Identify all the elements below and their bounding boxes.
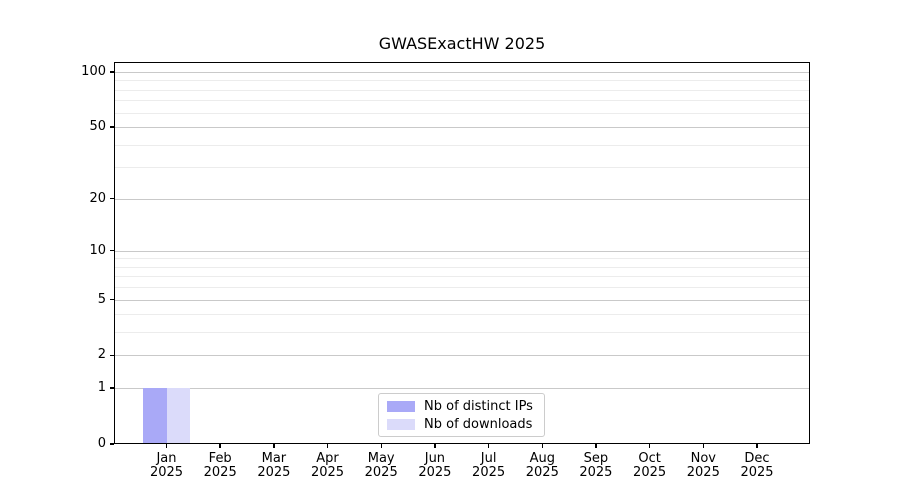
y-axis-tick <box>110 126 114 128</box>
y-gridline-major <box>114 355 810 357</box>
y-axis-tick <box>110 249 114 252</box>
x-axis-tick <box>541 444 543 448</box>
y-gridline-minor <box>114 167 810 169</box>
y-tick-label: 10 <box>89 242 106 258</box>
y-gridline-minor <box>114 314 810 316</box>
x-axis-tick <box>487 444 490 448</box>
x-tick-label: Jun 2025 <box>418 451 452 480</box>
x-axis-tick <box>648 444 651 448</box>
y-gridline-minor <box>114 144 810 146</box>
y-axis-tick <box>110 298 114 301</box>
x-axis-tick <box>326 444 329 448</box>
x-tick-label: Sep 2025 <box>579 451 613 480</box>
y-gridline-minor <box>114 258 810 260</box>
y-gridline-major <box>114 126 810 128</box>
y-gridline-minor <box>114 89 810 91</box>
legend-swatch <box>387 418 415 430</box>
y-axis-tick <box>110 197 114 200</box>
x-axis-tick <box>165 444 168 448</box>
x-tick-label: Mar 2025 <box>257 451 291 480</box>
x-tick-label: Aug 2025 <box>525 451 559 480</box>
bar <box>143 388 167 444</box>
legend-row: Nb of downloads <box>387 417 536 432</box>
y-tick-label: 2 <box>97 347 106 363</box>
x-tick-label: Jan 2025 <box>149 451 184 480</box>
y-axis-tick <box>110 71 114 73</box>
x-axis-tick <box>273 444 275 448</box>
x-axis-tick <box>434 444 436 448</box>
y-gridline-major <box>114 250 810 252</box>
y-tick-label: 20 <box>89 190 106 206</box>
y-tick-label: 50 <box>89 118 106 134</box>
x-tick-label: Oct 2025 <box>633 451 667 480</box>
plot-area <box>114 62 810 444</box>
x-axis-tick <box>219 444 221 448</box>
x-axis-tick <box>756 444 758 448</box>
x-tick-label: Jul 2025 <box>472 451 506 480</box>
y-gridline-minor <box>114 112 810 114</box>
y-tick-label: 5 <box>97 291 106 307</box>
x-tick-label: Nov 2025 <box>686 451 720 480</box>
legend-label: Nb of downloads <box>424 416 533 432</box>
legend-swatch <box>387 400 415 412</box>
x-tick-label: Feb 2025 <box>203 451 237 480</box>
x-tick-label: Apr 2025 <box>310 451 345 480</box>
x-tick-label: May 2025 <box>364 451 398 480</box>
y-gridline-minor <box>114 266 810 268</box>
bar <box>166 388 190 444</box>
x-axis-tick <box>595 444 597 448</box>
y-gridline-minor <box>114 100 810 102</box>
y-axis-tick <box>110 387 114 389</box>
y-gridline-minor <box>114 80 810 82</box>
y-gridline-major <box>114 388 810 390</box>
y-tick-label: 100 <box>81 63 106 79</box>
y-gridline-major <box>114 198 810 200</box>
legend-row: Nb of distinct IPs <box>387 399 536 414</box>
y-tick-label: 1 <box>97 380 106 396</box>
y-gridline-minor <box>114 287 810 289</box>
legend-label: Nb of distinct IPs <box>424 398 533 414</box>
chart-title: GWASExactHW 2025 <box>378 34 546 53</box>
y-axis-tick <box>110 443 114 445</box>
y-tick-label: 0 <box>97 436 106 451</box>
x-tick-label: Dec 2025 <box>740 451 774 480</box>
y-gridline-minor <box>114 276 810 278</box>
x-axis-tick <box>702 444 704 448</box>
y-gridline-major <box>114 299 810 301</box>
x-axis-tick <box>380 444 382 448</box>
y-gridline-minor <box>114 332 810 334</box>
legend: Nb of distinct IPs Nb of downloads <box>378 393 545 437</box>
y-gridline-major <box>114 71 810 73</box>
y-axis-tick <box>110 354 114 357</box>
